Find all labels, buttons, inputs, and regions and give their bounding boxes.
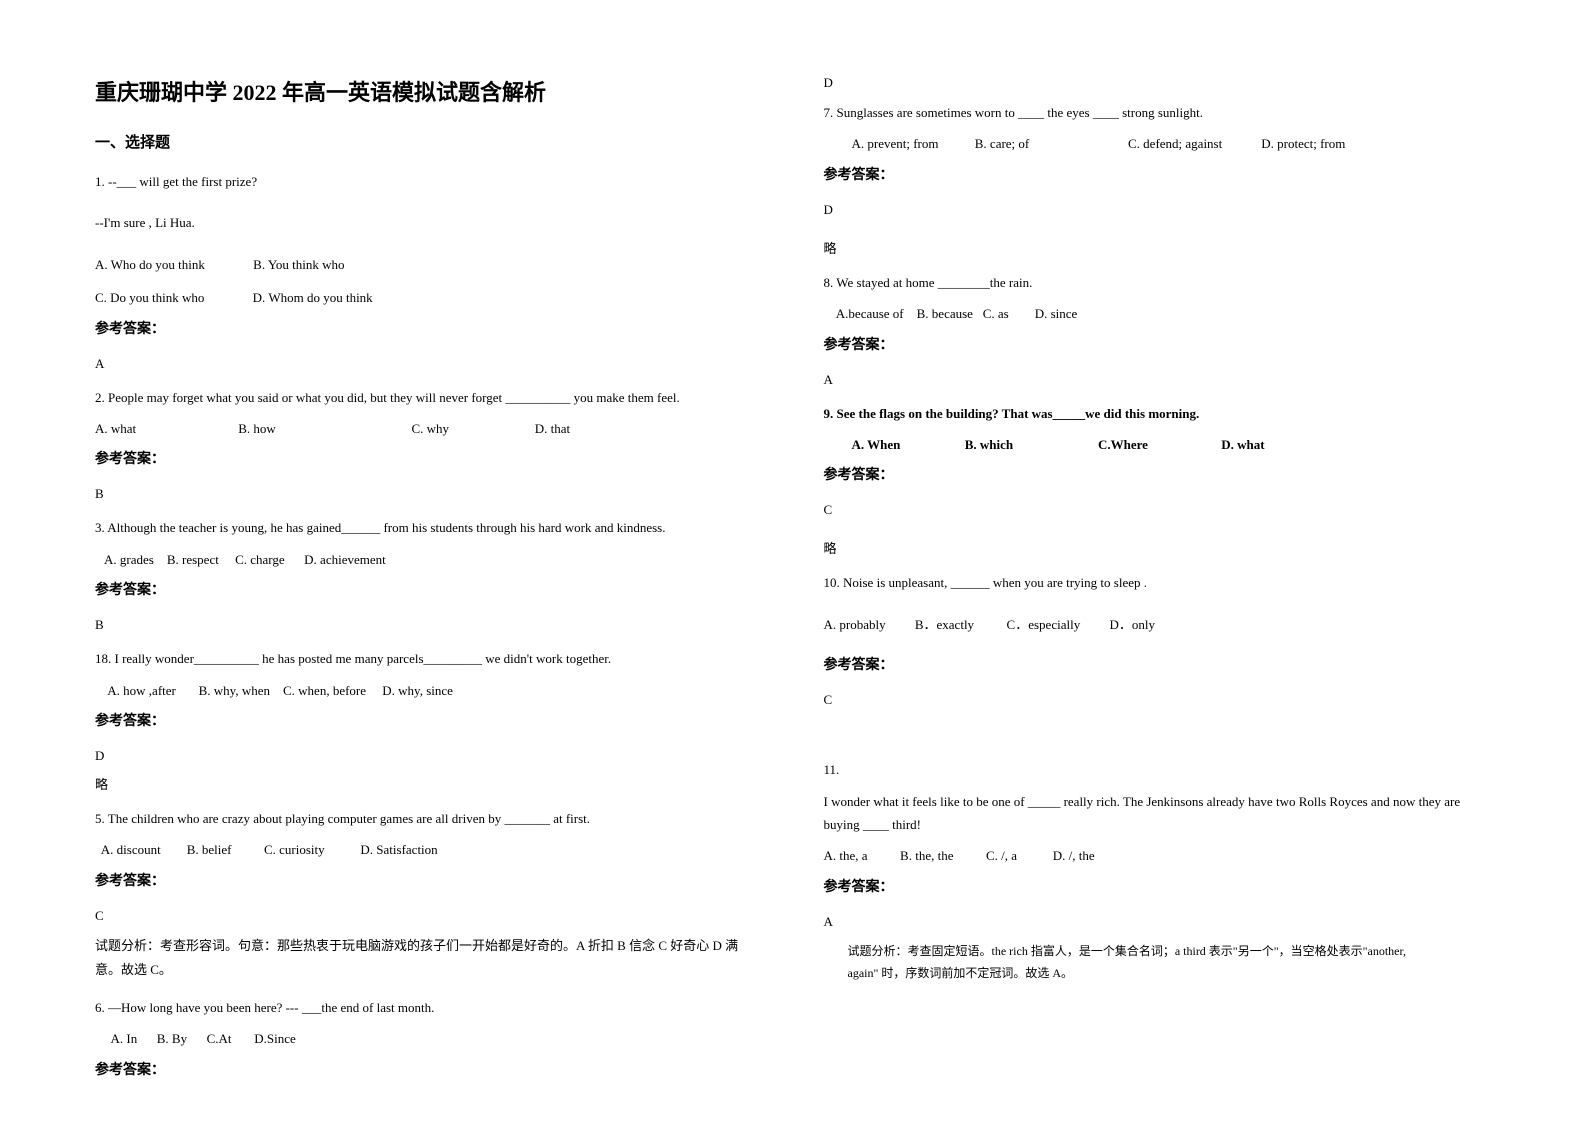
q1-optA: A. Who do you think [95,253,205,276]
q7-options: A. prevent; from B. care; of C. defend; … [852,132,1493,155]
q9-options: A. When B. which C.Where D. what [852,433,1493,456]
q1-line1: 1. --___ will get the first prize? [95,170,764,193]
q1-answer-label: 参考答案： [95,318,764,338]
q3-text: 3. Although the teacher is young, he has… [95,516,764,539]
q8-answer: A [824,372,1493,388]
q3-options: A. grades B. respect C. charge D. achiev… [95,548,764,571]
q1-line2: --I'm sure , Li Hua. [95,211,764,234]
q11-analysis1: 试题分析：考查固定短语。the rich 指富人，是一个集合名词；a third… [848,940,1493,963]
q8-options: A.because of B. because C. as D. since [824,302,1493,325]
q3-answer: B [95,617,764,633]
q9-optD: D. what [1221,433,1264,456]
q9-optB: B. which [965,433,1095,456]
q1-optB: B. You think who [253,253,344,276]
q6-answer-label: 参考答案： [95,1059,764,1079]
q7-answer: D [824,202,1493,218]
q9-omit: 略 [824,538,1493,557]
question-8: 8. We stayed at home ________the rain. A… [824,271,1493,388]
section-header: 一、选择题 [95,131,764,152]
q7-optB: B. care; of [975,132,1125,155]
q1-optD: D. Whom do you think [253,286,373,309]
question-6: 6. —How long have you been here? --- ___… [95,996,764,1079]
q7-answer-label: 参考答案： [824,164,1493,184]
q10-answer-label: 参考答案： [824,654,1493,674]
q9-answer-label: 参考答案： [824,464,1493,484]
q2-answer-label: 参考答案： [95,448,764,468]
q18-answer-label: 参考答案： [95,710,764,730]
q9-text: 9. See the flags on the building? That w… [824,402,1493,425]
q10-answer: C [824,692,1493,708]
q11-answer: A [824,914,1493,930]
q9-answer: C [824,502,1493,518]
question-2: 2. People may forget what you said or wh… [95,386,764,503]
q8-answer-label: 参考答案： [824,334,1493,354]
q9-optA: A. When [852,433,962,456]
q11-answer-label: 参考答案： [824,876,1493,896]
q6-text: 6. —How long have you been here? --- ___… [95,996,764,1019]
q1-options-row2: C. Do you think who D. Whom do you think [95,286,764,309]
question-1: 1. --___ will get the first prize? --I'm… [95,170,764,372]
q5-analysis: 试题分析：考查形容词。句意：那些热衷于玩电脑游戏的孩子们一开始都是好奇的。A 折… [95,934,764,982]
q6-options: A. In B. By C.At D.Since [95,1027,764,1050]
q11-analysis2: again" 时，序数词前加不定冠词。故选 A。 [848,962,1493,985]
q10-options: A. probably B．exactly C．especially D．onl… [824,613,1493,636]
question-11: 11. I wonder what it feels like to be on… [824,758,1493,985]
q2-optD: D. that [535,417,570,440]
q6-answer: D [824,75,1493,91]
q18-options: A. how ,after B. why, when C. when, befo… [95,679,764,702]
q3-answer-label: 参考答案： [95,579,764,599]
q7-optC: C. defend; against [1128,132,1258,155]
q18-omit: 略 [95,774,764,793]
q1-optC: C. Do you think who [95,286,204,309]
q5-answer-label: 参考答案： [95,870,764,890]
q2-options: A. what B. how C. why D. that [95,417,764,440]
q8-text: 8. We stayed at home ________the rain. [824,271,1493,294]
question-3: 3. Although the teacher is young, he has… [95,516,764,633]
q7-text: 7. Sunglasses are sometimes worn to ____… [824,101,1493,124]
doc-title: 重庆珊瑚中学 2022 年高一英语模拟试题含解析 [95,75,764,107]
q18-answer: D [95,748,764,764]
q1-answer: A [95,356,764,372]
q10-text: 10. Noise is unpleasant, ______ when you… [824,571,1493,594]
q5-answer: C [95,908,764,924]
q5-text: 5. The children who are crazy about play… [95,807,764,830]
q7-optD: D. protect; from [1261,132,1345,155]
question-9: 9. See the flags on the building? That w… [824,402,1493,558]
q11-options: A. the, a B. the, the C. /, a D. /, the [824,844,1493,867]
q2-optB: B. how [238,417,408,440]
q7-omit: 略 [824,238,1493,257]
q7-optA: A. prevent; from [852,132,972,155]
q9-optC: C.Where [1098,433,1218,456]
q18-text: 18. I really wonder__________ he has pos… [95,647,764,670]
right-column: D 7. Sunglasses are sometimes worn to __… [824,75,1493,1093]
q1-options-row1: A. Who do you think B. You think who [95,253,764,276]
q11-text: I wonder what it feels like to be one of… [824,790,1493,837]
q5-options: A. discount B. belief C. curiosity D. Sa… [95,838,764,861]
question-10: 10. Noise is unpleasant, ______ when you… [824,571,1493,708]
q2-text: 2. People may forget what you said or wh… [95,386,764,409]
q2-answer: B [95,486,764,502]
question-5: 5. The children who are crazy about play… [95,807,764,982]
question-7: 7. Sunglasses are sometimes worn to ____… [824,101,1493,257]
left-column: 重庆珊瑚中学 2022 年高一英语模拟试题含解析 一、选择题 1. --___ … [95,75,764,1093]
question-18: 18. I really wonder__________ he has pos… [95,647,764,793]
q2-optC: C. why [412,417,532,440]
q2-optA: A. what [95,417,235,440]
q11-num: 11. [824,758,1493,781]
